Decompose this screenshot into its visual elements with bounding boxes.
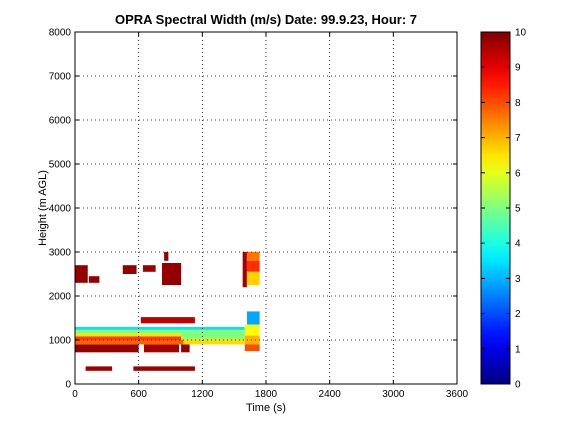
colorbar-tick-label: 3 <box>515 274 521 285</box>
y-tick-label: 8000 <box>49 28 72 39</box>
colorbar-tick-label: 9 <box>515 63 521 74</box>
y-tick-label: 7000 <box>49 72 72 83</box>
x-tick-label: 0 <box>72 389 78 400</box>
x-tick-label: 3600 <box>446 389 469 400</box>
heatmap-cell <box>244 344 260 351</box>
heatmap-cell <box>181 344 190 353</box>
x-tick-label: 1800 <box>255 389 278 400</box>
x-tick-label: 2400 <box>319 389 342 400</box>
heatmap-cell <box>133 366 195 371</box>
heatmap-cell <box>246 260 260 272</box>
heatmap-cell <box>242 252 247 288</box>
heatmap-cell <box>122 265 137 274</box>
chart-title: OPRA Spectral Width (m/s) Date: 99.9.23,… <box>115 12 417 27</box>
heatmap-cell <box>244 335 260 345</box>
colorbar-scale <box>480 31 511 385</box>
heatmap-cell <box>183 340 245 345</box>
y-tick-label: 1000 <box>49 336 72 347</box>
colorbar-tick-label: 0 <box>515 380 521 391</box>
heatmap-cell <box>162 263 182 285</box>
heatmap-cell <box>246 252 260 261</box>
heatmap-cell <box>181 336 245 340</box>
heatmap-cell <box>88 276 100 283</box>
heatmap-cell <box>75 265 88 283</box>
heatmap-cell <box>181 333 245 337</box>
heatmap-cell <box>75 329 245 334</box>
heatmap-cell <box>75 333 182 337</box>
plot-area: 0 600 1200 1800 2400 3000 3600 0 1000 2000 3000 400… <box>49 28 469 401</box>
colorbar-tick-label: 6 <box>515 168 521 179</box>
heatmap-cell <box>140 317 195 324</box>
y-tick-label: 5000 <box>49 160 72 171</box>
heatmap-cell <box>246 271 260 285</box>
x-axis-label: Time (s) <box>246 402 286 414</box>
heatmap-cell <box>143 344 179 353</box>
heatmap-cell <box>142 265 156 272</box>
y-tick-label: 0 <box>65 380 71 391</box>
heatmap-cell <box>244 324 260 336</box>
heatmap-cell <box>246 311 260 325</box>
colorbar-tick-label: 2 <box>515 309 521 320</box>
heatmap-cell <box>164 252 169 261</box>
colorbar-tick-label: 8 <box>515 98 521 109</box>
y-tick-label: 3000 <box>49 248 72 259</box>
heatmap-cell <box>75 344 139 353</box>
colorbar-tick-label: 10 <box>515 28 527 39</box>
colorbar-tick-label: 5 <box>515 204 521 215</box>
heatmap-cell <box>75 326 245 330</box>
y-tick-label: 2000 <box>49 292 72 303</box>
x-tick-label: 600 <box>130 389 147 400</box>
heatmap-cell <box>85 366 113 371</box>
colorbar-tick-label: 4 <box>515 239 521 250</box>
heatmap-cell <box>75 340 184 345</box>
colorbar-tick-label: 7 <box>515 133 521 144</box>
y-tick-label: 6000 <box>49 116 72 127</box>
heatmap-cell <box>75 336 182 340</box>
colorbar-tick-label: 1 <box>515 344 521 355</box>
y-tick-label: 4000 <box>49 204 72 215</box>
x-tick-label: 3000 <box>382 389 405 400</box>
x-tick-label: 1200 <box>191 389 214 400</box>
colorbar: 0 1 2 3 4 5 6 7 8 9 10 <box>480 28 527 391</box>
y-axis-label: Height (m AGL) <box>37 170 49 246</box>
